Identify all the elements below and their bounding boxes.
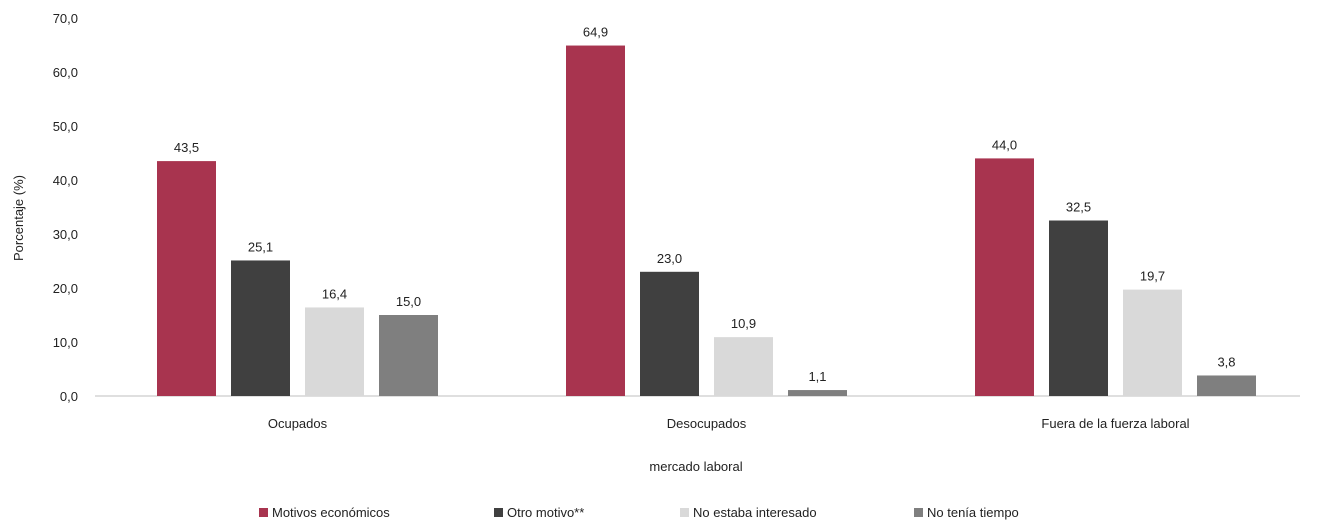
y-tick-label: 20,0 — [53, 281, 78, 296]
legend-label: Motivos económicos — [272, 505, 390, 520]
bar — [231, 260, 290, 396]
data-label: 3,8 — [1217, 354, 1235, 369]
y-tick-label: 40,0 — [53, 173, 78, 188]
legend-label: No estaba interesado — [693, 505, 817, 520]
y-tick-label: 0,0 — [60, 389, 78, 404]
y-axis-title: Porcentaje (%) — [11, 175, 26, 261]
data-label: 32,5 — [1066, 200, 1091, 215]
legend-swatch — [494, 508, 503, 517]
y-tick-label: 70,0 — [53, 11, 78, 26]
x-category-label: Ocupados — [268, 416, 328, 431]
x-axis-title: mercado laboral — [649, 459, 742, 474]
data-label: 10,9 — [731, 316, 756, 331]
y-axis-ticks: 0,0 10,0 20,0 30,0 40,0 50,0 60,0 70,0 — [53, 11, 78, 404]
data-labels: 43,5 25,1 16,4 15,0 64,9 23,0 10,9 1,1 44,0 32,5 1… — [174, 25, 1236, 385]
bar — [714, 337, 773, 396]
data-label: 64,9 — [583, 25, 608, 40]
bar — [788, 390, 847, 396]
y-tick-label: 60,0 — [53, 65, 78, 80]
data-label: 43,5 — [174, 140, 199, 155]
data-label: 23,0 — [657, 251, 682, 266]
legend-swatch — [680, 508, 689, 517]
bar — [157, 161, 216, 396]
bar — [1197, 375, 1256, 396]
data-label: 1,1 — [808, 369, 826, 384]
bar — [305, 307, 364, 396]
x-category-label: Desocupados — [667, 416, 747, 431]
x-category-label: Fuera de la fuerza laboral — [1041, 416, 1189, 431]
y-tick-label: 30,0 — [53, 227, 78, 242]
data-label: 19,7 — [1140, 269, 1165, 284]
bars — [157, 45, 1256, 396]
data-label: 16,4 — [322, 286, 347, 301]
data-label: 25,1 — [248, 239, 273, 254]
legend-label: No tenía tiempo — [927, 505, 1019, 520]
y-tick-label: 10,0 — [53, 335, 78, 350]
legend-label: Otro motivo** — [507, 505, 584, 520]
bar — [1049, 220, 1108, 396]
bar — [379, 315, 438, 396]
bar — [640, 271, 699, 396]
data-label: 44,0 — [992, 137, 1017, 152]
legend-swatch — [914, 508, 923, 517]
x-axis-category-labels: Ocupados Desocupados Fuera de la fuerza la… — [268, 416, 1190, 431]
bar — [975, 158, 1034, 396]
y-tick-label: 50,0 — [53, 119, 78, 134]
legend-swatch — [259, 508, 268, 517]
legend: Motivos económicos Otro motivo** No estaba… — [259, 505, 1019, 520]
bar — [1123, 289, 1182, 396]
data-label: 15,0 — [396, 294, 421, 309]
bar — [566, 45, 625, 396]
